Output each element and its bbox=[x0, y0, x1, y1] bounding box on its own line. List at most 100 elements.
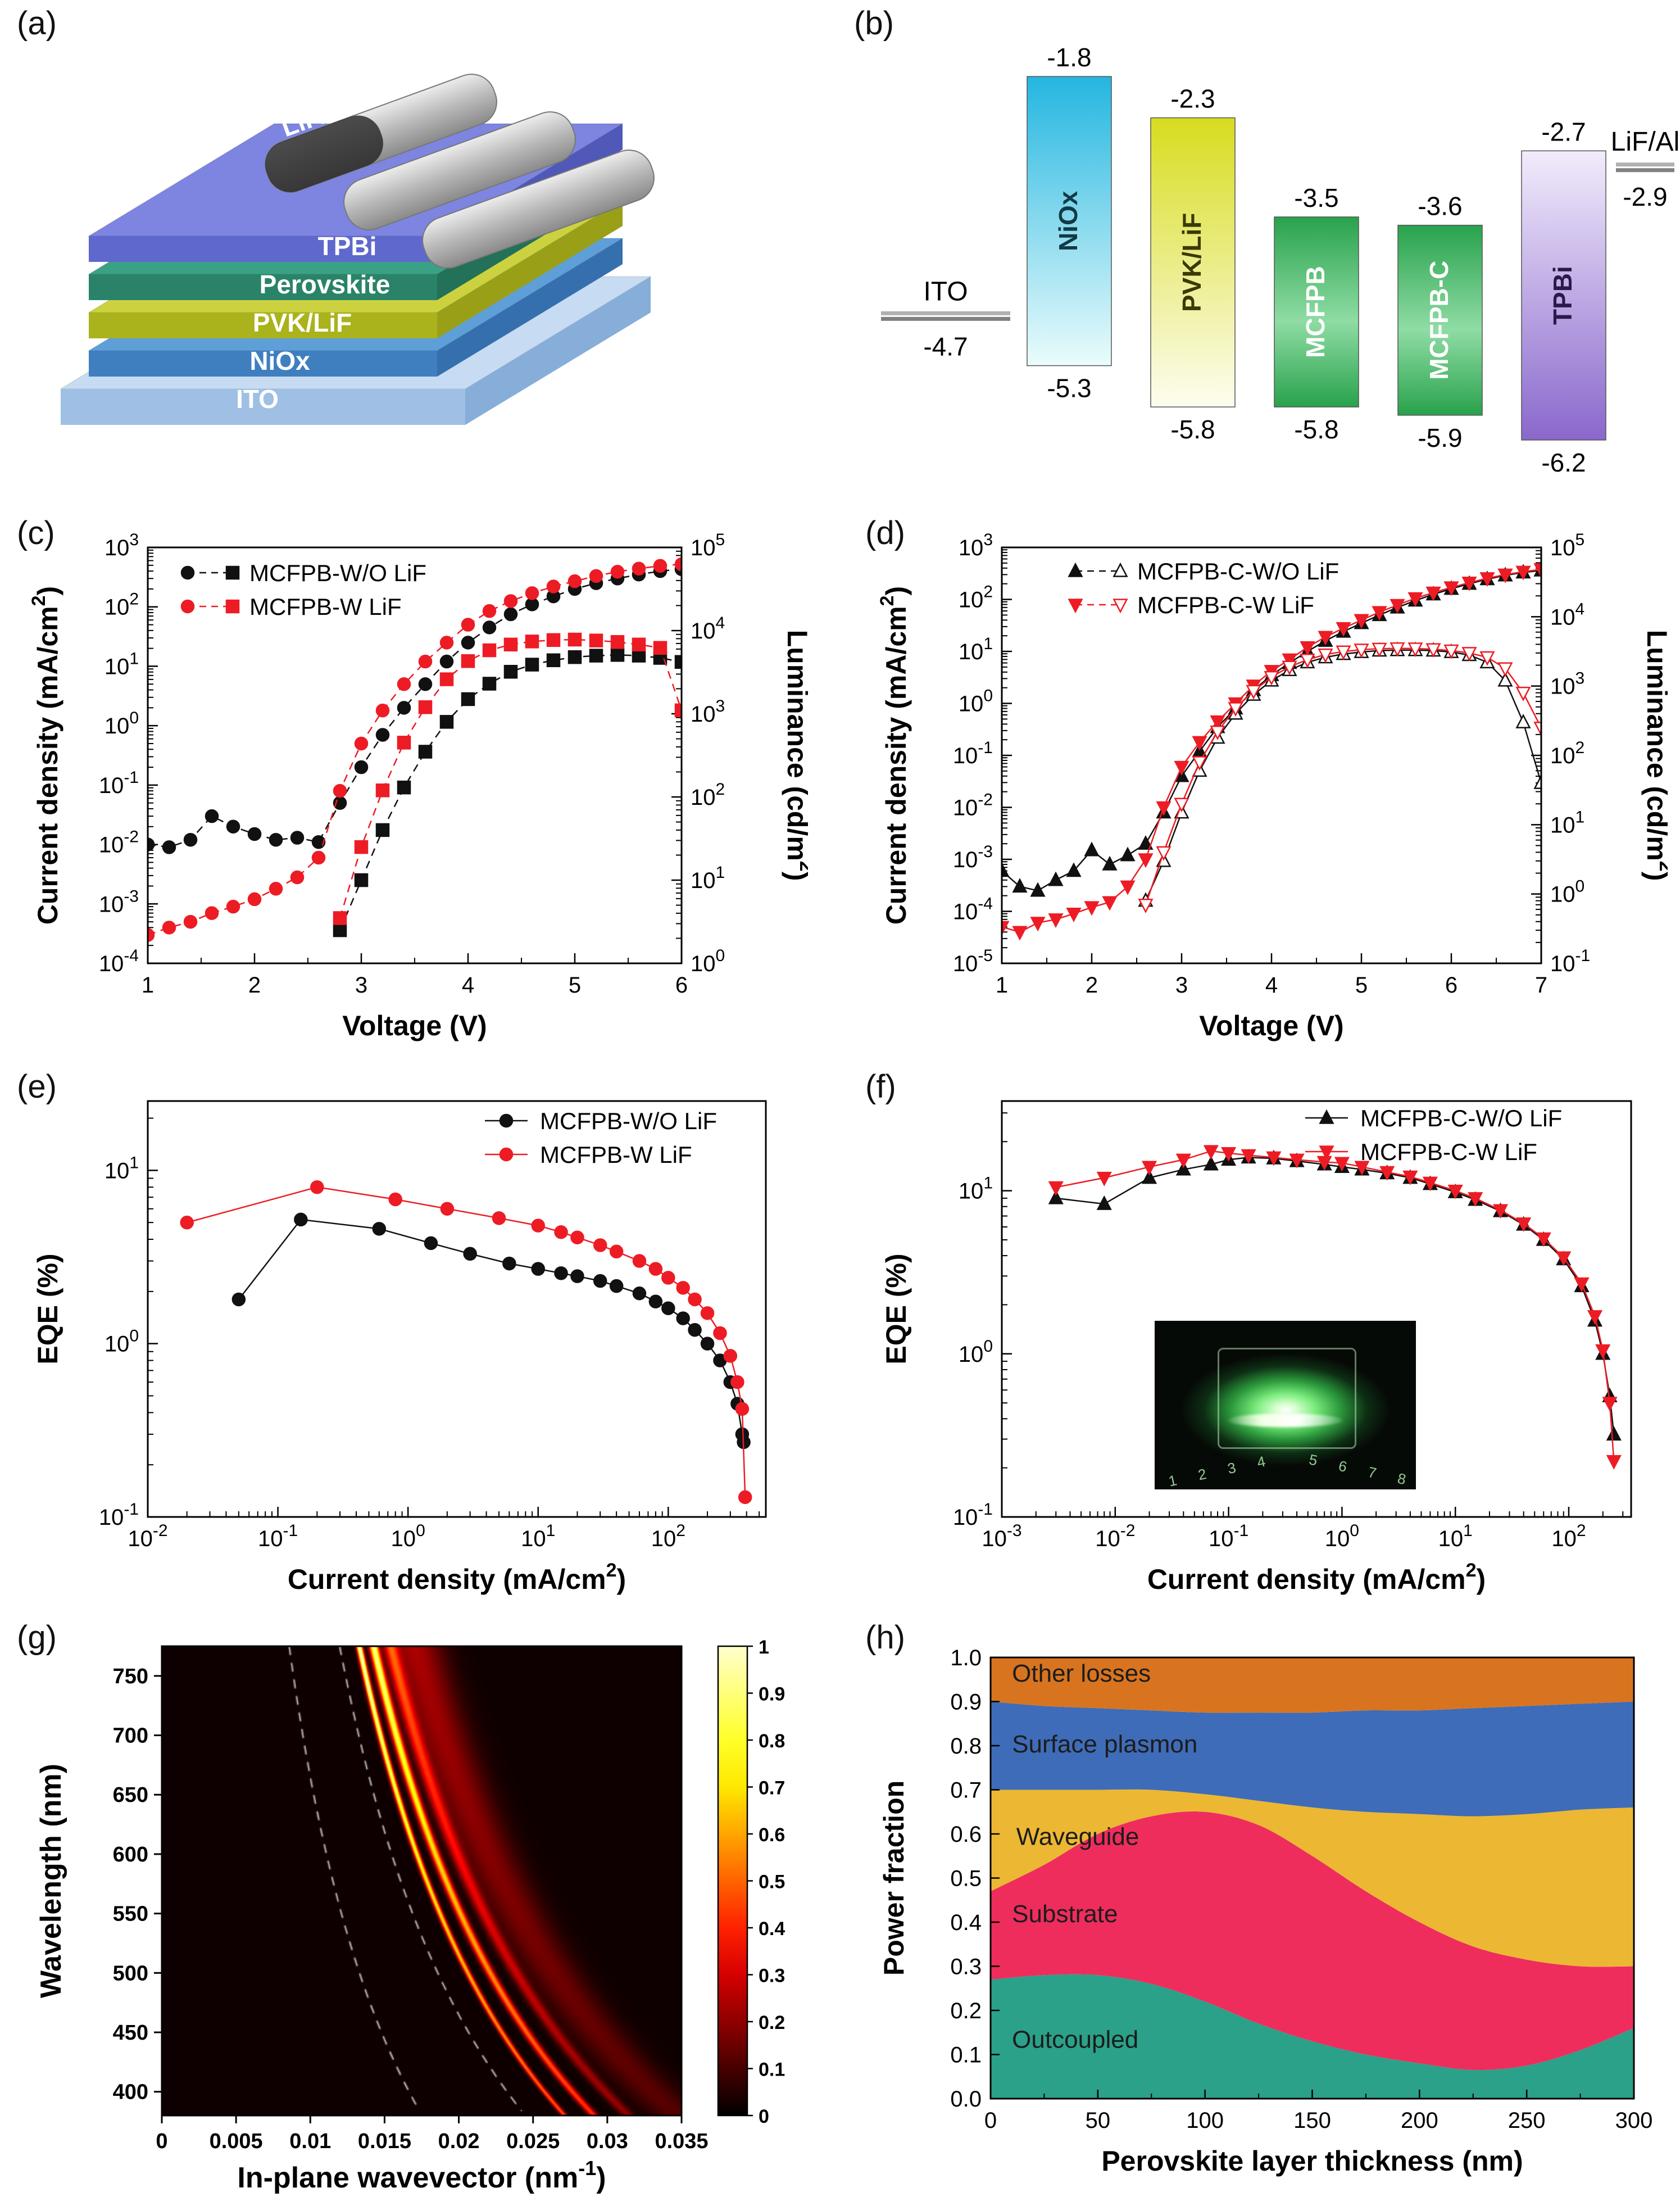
svg-text:250: 250 bbox=[1508, 2108, 1546, 2133]
energy-bar-MCFPB-C: -3.6 -5.9 MCFPB-C bbox=[1397, 192, 1483, 452]
svg-text:101: 101 bbox=[1438, 1521, 1473, 1551]
svg-text:2: 2 bbox=[1086, 973, 1098, 998]
panel-e-label: (e) bbox=[17, 1068, 57, 1105]
plot-frame bbox=[1001, 1100, 1632, 1518]
energy-top-value: -3.5 bbox=[1294, 183, 1338, 212]
svg-text:100: 100 bbox=[105, 1327, 139, 1357]
svg-text:700: 700 bbox=[113, 1724, 148, 1748]
panel-f-label: (f) bbox=[865, 1068, 896, 1105]
svg-text:10-3: 10-3 bbox=[953, 842, 993, 872]
svg-text:0.7: 0.7 bbox=[950, 1778, 982, 1803]
svg-text:100: 100 bbox=[1325, 1521, 1359, 1551]
energy-bar-NiOx: -1.8 -5.3 NiOx bbox=[1027, 43, 1112, 403]
svg-text:10-1: 10-1 bbox=[953, 739, 993, 768]
svg-text:10-3: 10-3 bbox=[99, 887, 139, 917]
panel-a-label: (a) bbox=[17, 5, 57, 42]
svg-text:MCFPB-W LiF: MCFPB-W LiF bbox=[249, 594, 402, 620]
layer-label: Perovskite bbox=[260, 270, 391, 299]
bright-emission-streak bbox=[1228, 1414, 1343, 1427]
svg-text:100: 100 bbox=[691, 946, 725, 976]
svg-text:0.0: 0.0 bbox=[950, 2087, 982, 2112]
svg-text:600: 600 bbox=[113, 1843, 148, 1867]
area-Substrate bbox=[991, 1811, 1634, 2071]
energy-bar-name: PVK/LiF bbox=[1177, 213, 1206, 312]
y-axis-title: Wavelength (nm) bbox=[35, 1764, 67, 1998]
svg-text:0.2: 0.2 bbox=[950, 1999, 982, 2023]
svg-text:101: 101 bbox=[521, 1521, 555, 1551]
layer-label: PVK/LiF bbox=[253, 308, 352, 337]
panel-h-label: (h) bbox=[865, 1619, 905, 1656]
energy-bottom-value: -6.2 bbox=[1541, 448, 1586, 477]
dispersion-heatmap: 0 0.005 0.01 0.015 0.02 0.025 0.03 0.035 400 450 5… bbox=[21, 1632, 836, 2194]
svg-text:0: 0 bbox=[156, 2130, 167, 2153]
svg-text:103: 103 bbox=[1550, 669, 1584, 699]
svg-text:0: 0 bbox=[759, 2106, 769, 2127]
svg-text:MCFPB-C-W/O LiF: MCFPB-C-W/O LiF bbox=[1137, 558, 1339, 585]
area-label: Other losses bbox=[1012, 1660, 1151, 1687]
lif-al-value: -2.9 bbox=[1623, 182, 1667, 211]
svg-text:102: 102 bbox=[1550, 739, 1584, 768]
energy-bottom-value: -5.8 bbox=[1294, 415, 1338, 444]
svg-text:0.015: 0.015 bbox=[358, 2130, 411, 2153]
chart-f-svg: 10-3 10-2 10-1 100 101 102 10-1 100 101 MCFPB-C-W… bbox=[880, 1100, 1632, 1595]
svg-text:102: 102 bbox=[651, 1521, 685, 1551]
svg-text:102: 102 bbox=[105, 590, 139, 620]
svg-text:0.6: 0.6 bbox=[950, 1822, 982, 1847]
energy-bar-name: TPBi bbox=[1548, 266, 1577, 325]
eqe-chart-mcfpb: 10-2 10-1 100 101 102 10-1 100 101 MCFPB-W/O LiF… bbox=[21, 1081, 808, 1621]
svg-text:0.4: 0.4 bbox=[759, 1918, 785, 1940]
chart-d-svg: 1 2 3 4 5 6 7 10-5 10-4 10-3 10-2 10-1 100 101 102 103 1… bbox=[877, 531, 1677, 1041]
panel-g-label: (g) bbox=[17, 1619, 57, 1656]
svg-text:101: 101 bbox=[959, 1174, 993, 1204]
area-label: Outcoupled bbox=[1012, 2026, 1138, 2054]
energy-bar-name: MCFPB-C bbox=[1424, 261, 1454, 380]
area-label: Surface plasmon bbox=[1012, 1731, 1197, 1758]
device-chip-outline bbox=[1217, 1348, 1357, 1449]
svg-text:10-2: 10-2 bbox=[953, 791, 993, 821]
device-photo-inset: 1 2 3 4 5 6 7 8 bbox=[1155, 1321, 1416, 1489]
svg-text:10-2: 10-2 bbox=[1095, 1521, 1135, 1551]
electrode-bar bbox=[422, 150, 655, 269]
plot-frame bbox=[147, 546, 683, 964]
x-axis-title: Current density (mA/cm2) bbox=[288, 1560, 626, 1595]
svg-text:100: 100 bbox=[105, 709, 139, 739]
svg-text:200: 200 bbox=[1401, 2108, 1438, 2133]
layer-label: ITO bbox=[236, 384, 279, 414]
svg-text:0.035: 0.035 bbox=[655, 2130, 708, 2153]
svg-text:3: 3 bbox=[1175, 973, 1188, 998]
svg-text:MCFPB-C-W LiF: MCFPB-C-W LiF bbox=[1137, 592, 1314, 618]
svg-text:105: 105 bbox=[1550, 531, 1584, 560]
svg-text:10-2: 10-2 bbox=[128, 1521, 167, 1551]
energy-bar-TPBi: -2.7 -6.2 TPBi bbox=[1521, 117, 1606, 477]
jvl-chart-mcfpb-c: 1 2 3 4 5 6 7 10-5 10-4 10-3 10-2 10-1 100 101 102 103 1… bbox=[870, 528, 1677, 1064]
panel-c-jvl-mcfpb: (c) 1 2 3 4 5 6 10-4 10-3 10-2 10-1 100 101 102 103 10… bbox=[17, 514, 817, 1065]
svg-text:MCFPB-C-W/O LiF: MCFPB-C-W/O LiF bbox=[1360, 1105, 1562, 1131]
svg-text:100: 100 bbox=[959, 687, 993, 717]
x-axis-title: Perovskite layer thickness (nm) bbox=[1101, 2145, 1523, 2177]
area-Waveguide bbox=[991, 1789, 1634, 1967]
svg-text:100: 100 bbox=[1186, 2108, 1224, 2133]
svg-text:5: 5 bbox=[569, 973, 581, 998]
panel-f-eqe-mcfpb-c: (f) 10-3 10-2 10-1 100 101 102 10-1 100 101 MCFPB… bbox=[865, 1068, 1669, 1616]
axes: 1 2 3 4 5 6 7 10-5 10-4 10-3 10-2 10-1 100 101 102 103 1… bbox=[953, 531, 1590, 998]
ito-value: -4.7 bbox=[923, 332, 968, 361]
power-fraction-chart: Other losses Surface plasmon Waveguide Subs… bbox=[870, 1632, 1656, 2197]
svg-text:1.0: 1.0 bbox=[950, 1646, 982, 1670]
y-axis-title: Current density (mA/cm2) bbox=[877, 586, 912, 925]
energy-bottom-value: -5.9 bbox=[1418, 423, 1462, 452]
svg-text:10-4: 10-4 bbox=[953, 895, 993, 925]
plot-frame bbox=[989, 1656, 1635, 2100]
svg-text:104: 104 bbox=[691, 614, 725, 644]
svg-text:MCFPB-W/O LiF: MCFPB-W/O LiF bbox=[249, 560, 426, 586]
eqe-chart-mcfpb-c: 10-3 10-2 10-1 100 101 102 10-1 100 101 MCFPB-C-W… bbox=[870, 1081, 1668, 1621]
layer-label: NiOx bbox=[249, 346, 310, 375]
y2-axis-title: Luminance (cd/m2) bbox=[1641, 630, 1668, 881]
plot-frame bbox=[161, 1645, 683, 2117]
stacked-area-svg: Other losses Surface plasmon Waveguide Subs… bbox=[878, 1646, 1653, 2177]
energy-top-value: -2.3 bbox=[1170, 84, 1215, 114]
jvl-chart-mcfpb: 1 2 3 4 5 6 10-4 10-3 10-2 10-1 100 101 102 103 100 101… bbox=[21, 528, 817, 1064]
svg-text:0.8: 0.8 bbox=[950, 1734, 982, 1759]
series-group bbox=[1048, 1145, 1622, 1470]
svg-text:300: 300 bbox=[1615, 2108, 1653, 2133]
svg-text:103: 103 bbox=[105, 531, 139, 560]
